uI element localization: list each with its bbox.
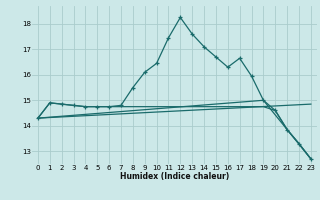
X-axis label: Humidex (Indice chaleur): Humidex (Indice chaleur) xyxy=(120,172,229,181)
